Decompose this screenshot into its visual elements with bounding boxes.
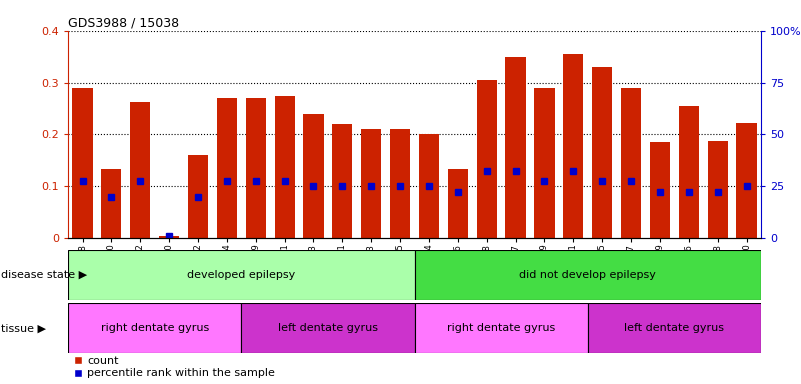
Text: disease state ▶: disease state ▶ bbox=[1, 270, 87, 280]
Bar bbox=[415, 250, 761, 300]
Bar bbox=[130, 102, 151, 238]
Legend: count, percentile rank within the sample: count, percentile rank within the sample bbox=[74, 356, 275, 379]
Bar bbox=[68, 303, 241, 353]
Bar bbox=[563, 54, 583, 238]
Bar bbox=[621, 88, 641, 238]
Text: tissue ▶: tissue ▶ bbox=[1, 323, 46, 333]
Bar bbox=[592, 67, 612, 238]
Bar bbox=[275, 96, 295, 238]
Bar bbox=[390, 129, 410, 238]
Bar bbox=[678, 106, 699, 238]
Bar bbox=[101, 169, 122, 238]
Bar bbox=[505, 56, 525, 238]
Bar bbox=[650, 142, 670, 238]
Bar bbox=[419, 134, 439, 238]
Bar bbox=[332, 124, 352, 238]
Text: left dentate gyrus: left dentate gyrus bbox=[624, 323, 724, 333]
Bar bbox=[448, 169, 468, 238]
Bar bbox=[477, 80, 497, 238]
Bar bbox=[72, 88, 93, 238]
Bar bbox=[246, 98, 266, 238]
Bar bbox=[588, 303, 761, 353]
Bar bbox=[217, 98, 237, 238]
Bar bbox=[68, 250, 415, 300]
Bar bbox=[188, 155, 208, 238]
Text: did not develop epilepsy: did not develop epilepsy bbox=[519, 270, 656, 280]
Bar bbox=[241, 303, 415, 353]
Text: developed epilepsy: developed epilepsy bbox=[187, 270, 296, 280]
Bar bbox=[361, 129, 381, 238]
Text: right dentate gyrus: right dentate gyrus bbox=[447, 323, 555, 333]
Bar bbox=[159, 236, 179, 238]
Bar bbox=[304, 114, 324, 238]
Text: GDS3988 / 15038: GDS3988 / 15038 bbox=[68, 17, 179, 30]
Bar bbox=[534, 88, 554, 238]
Text: left dentate gyrus: left dentate gyrus bbox=[278, 323, 378, 333]
Bar bbox=[736, 123, 757, 238]
Text: right dentate gyrus: right dentate gyrus bbox=[101, 323, 209, 333]
Bar bbox=[707, 141, 728, 238]
Bar bbox=[415, 303, 588, 353]
